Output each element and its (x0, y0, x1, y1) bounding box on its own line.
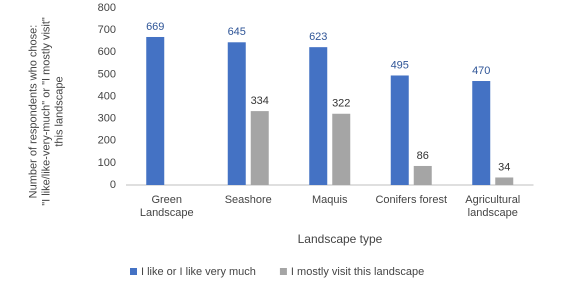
data-label: 34 (498, 161, 510, 173)
data-label: 645 (228, 26, 246, 38)
bar (413, 165, 432, 185)
y-tick-label: 0 (110, 179, 116, 191)
data-label: 86 (417, 150, 429, 162)
legend-label: I like or I like very much (141, 266, 256, 278)
y-tick-label: 500 (98, 68, 116, 80)
legend-swatch (130, 268, 137, 275)
bar (250, 111, 269, 185)
data-label: 495 (391, 59, 409, 71)
bar (227, 42, 246, 186)
y-tick-label: 300 (98, 113, 116, 125)
bar (332, 113, 351, 185)
x-axis-label: Landscape type (297, 232, 383, 246)
y-tick-label: 400 (98, 90, 116, 102)
y-axis-label: Number of respondents who chose: "I like… (27, 17, 66, 206)
legend-swatch (279, 268, 287, 275)
legend-label: I mostly visit this landscape (291, 266, 424, 278)
data-label: 470 (472, 65, 490, 77)
y-tick-label: 700 (98, 24, 116, 36)
data-label: 322 (332, 98, 350, 110)
bar (390, 75, 409, 185)
data-label: 669 (146, 21, 164, 33)
bar (309, 47, 328, 185)
x-tick-label: Maquis (312, 194, 348, 206)
bar (495, 177, 514, 185)
x-tick-label: Conifers forest (375, 194, 448, 206)
y-tick-label: 600 (98, 46, 116, 58)
y-tick-label: 200 (98, 135, 116, 147)
data-label: 334 (251, 95, 269, 107)
y-tick-label: 800 (98, 2, 116, 14)
x-tick-label: Seashore (224, 194, 272, 206)
bar (146, 36, 165, 185)
x-tick-label: Green Landscape (139, 194, 194, 219)
y-tick-label: 100 (98, 157, 116, 169)
x-tick-label: Agricultural landscape (465, 194, 521, 219)
bar (472, 81, 491, 185)
data-label: 623 (309, 31, 327, 43)
